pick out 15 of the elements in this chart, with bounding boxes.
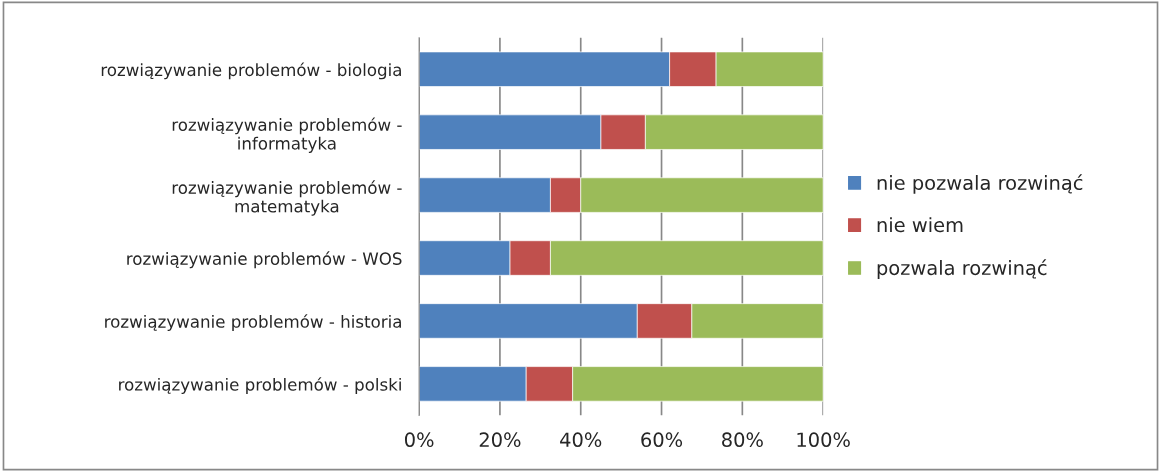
x-tick-label: 60% <box>641 432 683 448</box>
y-tick-label: rozwiązywanie problemów - polski <box>119 377 401 395</box>
x-tick-label: 0% <box>404 432 434 448</box>
x-tick-label: 100% <box>797 432 850 448</box>
legend-label: nie pozwala rozwinąć <box>877 174 1083 194</box>
legend-label: pozwala rozwinąć <box>877 259 1047 279</box>
y-tick-label: rozwiązywanie problemów - WOS <box>127 251 402 269</box>
legend-label: nie wiem <box>877 217 963 233</box>
x-tick-label: 20% <box>479 432 521 448</box>
y-tick-label: rozwiązywanie problemów - informatyka <box>172 117 402 153</box>
x-tick-label: 40% <box>560 432 602 448</box>
y-tick-label: rozwiązywanie problemów - historia <box>105 314 401 332</box>
x-tick-label: 80% <box>722 432 763 448</box>
y-tick-label: rozwiązywanie problemów - biologia <box>101 62 401 80</box>
y-tick-label: rozwiązywanie problemów - matematyka <box>172 180 402 216</box>
